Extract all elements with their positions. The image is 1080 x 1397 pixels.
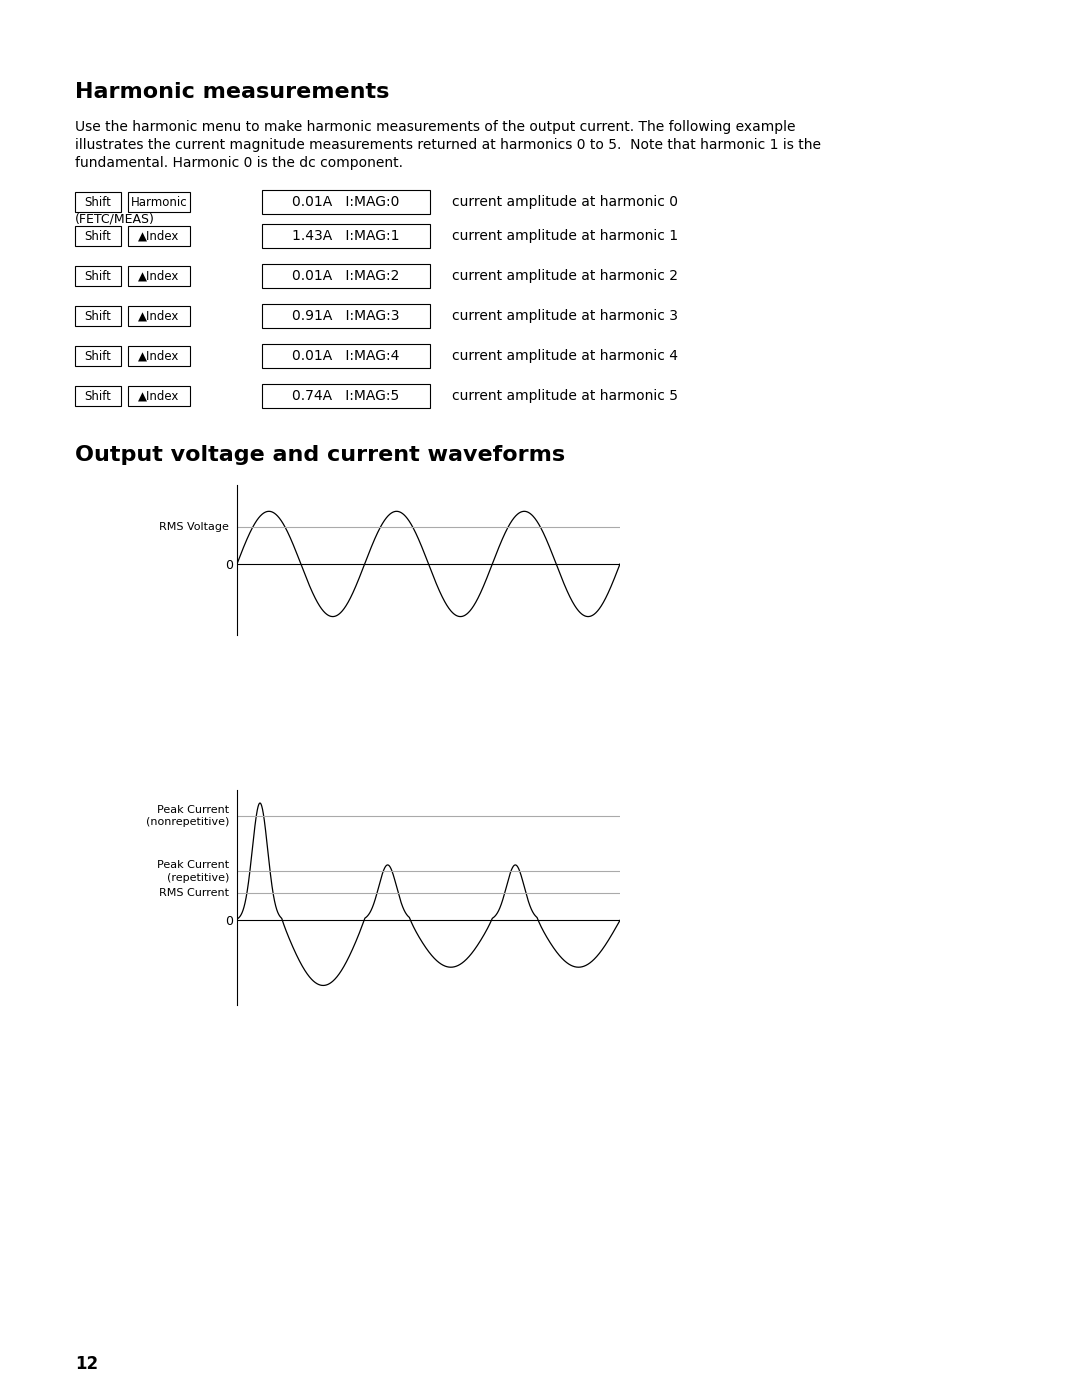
Text: 0.74A   I:MAG:5: 0.74A I:MAG:5 bbox=[293, 388, 400, 402]
FancyBboxPatch shape bbox=[262, 224, 430, 249]
Text: Harmonic: Harmonic bbox=[131, 196, 187, 208]
Text: current amplitude at harmonic 1: current amplitude at harmonic 1 bbox=[453, 229, 678, 243]
Text: ▲Index: ▲Index bbox=[138, 310, 179, 323]
Text: current amplitude at harmonic 0: current amplitude at harmonic 0 bbox=[453, 196, 678, 210]
Text: illustrates the current magnitude measurements returned at harmonics 0 to 5.  No: illustrates the current magnitude measur… bbox=[75, 138, 821, 152]
Text: fundamental. Harmonic 0 is the dc component.: fundamental. Harmonic 0 is the dc compon… bbox=[75, 156, 403, 170]
FancyBboxPatch shape bbox=[75, 265, 121, 286]
Text: Peak Current
  (repetitive): Peak Current (repetitive) bbox=[158, 861, 229, 883]
FancyBboxPatch shape bbox=[262, 264, 430, 288]
Text: current amplitude at harmonic 5: current amplitude at harmonic 5 bbox=[453, 388, 678, 402]
FancyBboxPatch shape bbox=[75, 226, 121, 246]
FancyBboxPatch shape bbox=[129, 346, 190, 366]
Text: ▲Index: ▲Index bbox=[138, 390, 179, 402]
FancyBboxPatch shape bbox=[262, 384, 430, 408]
Text: ▲Index: ▲Index bbox=[138, 270, 179, 282]
Text: Shift: Shift bbox=[84, 270, 111, 282]
Text: 12: 12 bbox=[75, 1355, 98, 1373]
FancyBboxPatch shape bbox=[75, 191, 121, 212]
Text: ▲Index: ▲Index bbox=[138, 229, 179, 243]
Text: Output voltage and current waveforms: Output voltage and current waveforms bbox=[75, 446, 565, 465]
FancyBboxPatch shape bbox=[129, 386, 190, 407]
Text: 0.91A   I:MAG:3: 0.91A I:MAG:3 bbox=[293, 309, 400, 323]
FancyBboxPatch shape bbox=[129, 226, 190, 246]
FancyBboxPatch shape bbox=[75, 386, 121, 407]
FancyBboxPatch shape bbox=[75, 346, 121, 366]
Text: ▲Index: ▲Index bbox=[138, 349, 179, 362]
Text: Harmonic measurements: Harmonic measurements bbox=[75, 82, 390, 102]
Text: Use the harmonic menu to make harmonic measurements of the output current. The f: Use the harmonic menu to make harmonic m… bbox=[75, 120, 796, 134]
FancyBboxPatch shape bbox=[262, 190, 430, 214]
Text: Peak Current
(nonrepetitive): Peak Current (nonrepetitive) bbox=[146, 805, 229, 827]
Text: (FETC/MEAS): (FETC/MEAS) bbox=[75, 212, 154, 225]
Text: 0.01A   I:MAG:4: 0.01A I:MAG:4 bbox=[293, 349, 400, 363]
Text: Shift: Shift bbox=[84, 349, 111, 362]
FancyBboxPatch shape bbox=[75, 306, 121, 326]
FancyBboxPatch shape bbox=[129, 265, 190, 286]
Text: 0.01A   I:MAG:0: 0.01A I:MAG:0 bbox=[293, 196, 400, 210]
Text: Shift: Shift bbox=[84, 196, 111, 208]
FancyBboxPatch shape bbox=[129, 306, 190, 326]
FancyBboxPatch shape bbox=[262, 344, 430, 367]
Text: Shift: Shift bbox=[84, 390, 111, 402]
Text: current amplitude at harmonic 2: current amplitude at harmonic 2 bbox=[453, 270, 678, 284]
Text: Shift: Shift bbox=[84, 310, 111, 323]
Text: Shift: Shift bbox=[84, 229, 111, 243]
Text: 0.01A   I:MAG:2: 0.01A I:MAG:2 bbox=[293, 270, 400, 284]
Text: current amplitude at harmonic 3: current amplitude at harmonic 3 bbox=[453, 309, 678, 323]
Text: 1.43A   I:MAG:1: 1.43A I:MAG:1 bbox=[293, 229, 400, 243]
Text: current amplitude at harmonic 4: current amplitude at harmonic 4 bbox=[453, 349, 678, 363]
Text: RMS Voltage: RMS Voltage bbox=[160, 521, 229, 532]
Text: RMS Current: RMS Current bbox=[160, 888, 229, 898]
FancyBboxPatch shape bbox=[262, 305, 430, 328]
FancyBboxPatch shape bbox=[129, 191, 190, 212]
